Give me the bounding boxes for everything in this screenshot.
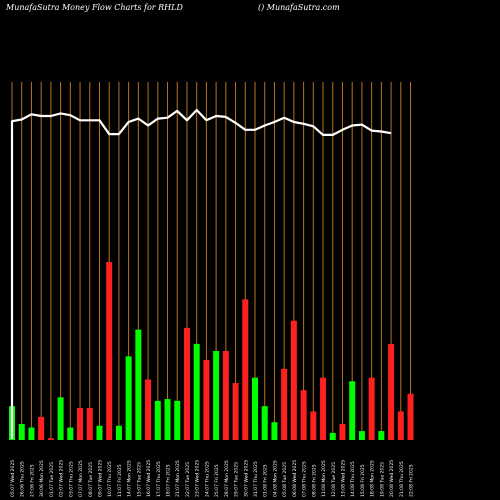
x-tick-label: 27:06 Fri 2025	[29, 464, 35, 497]
bar	[213, 351, 220, 440]
bar	[115, 425, 122, 440]
bar	[174, 400, 181, 440]
bar	[28, 427, 35, 440]
x-tick-label: 21:07 Mon 2025	[175, 460, 181, 497]
bar	[358, 431, 365, 440]
x-tick-label: 08:08 Fri 2025	[311, 464, 317, 497]
x-tick-label: 25:07 Fri 2025	[214, 464, 220, 497]
bar	[96, 425, 103, 440]
bar	[242, 299, 249, 440]
bar	[135, 329, 142, 440]
bar	[183, 327, 190, 440]
x-tick-label: 22:08 Fri 2025	[409, 464, 415, 497]
x-tick-label: 18:07 Fri 2025	[166, 464, 172, 497]
x-tick-label: 31:07 Thu 2025	[253, 461, 259, 497]
x-tick-label: 16:07 Wed 2025	[146, 460, 152, 497]
x-tick-label: 28:07 Mon 2025	[224, 460, 230, 497]
bar	[86, 407, 93, 440]
x-tick-label: 14:08 Thu 2025	[350, 461, 356, 497]
bar	[310, 411, 317, 440]
bar	[125, 356, 132, 440]
x-tick-label: 02:07 Wed 2025	[59, 460, 65, 497]
site-watermark: () MunafaSutra.com	[258, 3, 340, 12]
x-tick-label: 12:08 Tue 2025	[331, 462, 337, 497]
x-tick-label: 29:07 Tue 2025	[234, 462, 240, 497]
price-line	[10, 108, 392, 439]
bar	[339, 423, 346, 440]
x-tick-label: 01:08 Fri 2025	[263, 464, 269, 497]
bar	[67, 427, 74, 440]
bar	[154, 400, 161, 440]
x-tick-label: 07:08 Thu 2025	[302, 461, 308, 497]
bar	[368, 377, 375, 440]
chart-title: MunafaSutra Money Flow Charts for RHLD	[6, 3, 183, 12]
x-tick-label: 17:07 Thu 2025	[156, 461, 162, 497]
bar	[18, 423, 25, 440]
x-tick-label: 15:07 Tue 2025	[136, 462, 142, 497]
x-tick-label: 30:06 Mon 2025	[39, 460, 45, 497]
bar	[261, 406, 268, 440]
x-tick-labels: 05:07 Wed 2025 26:06 Thu 2025 27:06 Fri 20…	[10, 460, 415, 497]
bar	[38, 416, 45, 440]
x-tick-label: 04:08 Mon 2025	[272, 460, 278, 497]
bar	[407, 393, 414, 440]
x-tick-label: 14:07 Mon 2025	[127, 460, 133, 497]
x-tick-label: 06:08 Wed 2025	[292, 460, 298, 497]
x-tick-label: 05:08 Tue 2025	[282, 462, 288, 497]
x-tick-label: 11:07 Fri 2025	[117, 464, 123, 497]
x-tick-label: 30:07 Wed 2025	[243, 460, 249, 497]
bar	[203, 359, 210, 440]
bar	[77, 407, 84, 440]
x-tick-label: 08:07 Tue 2025	[88, 462, 94, 497]
bar	[290, 320, 297, 440]
x-tick-label: 26:06 Thu 2025	[20, 461, 26, 497]
x-tick-label: 11:08 Mon 2025	[321, 460, 327, 497]
x-tick-label: 23:07 Wed 2025	[195, 460, 201, 497]
bar	[145, 379, 152, 440]
x-tick-label: 18:08 Mon 2025	[370, 460, 376, 497]
x-tick-label: 15:08 Fri 2025	[360, 464, 366, 497]
bar	[106, 262, 113, 440]
bar	[271, 422, 278, 440]
bar	[378, 431, 385, 440]
bar	[320, 377, 327, 440]
bars	[9, 262, 414, 440]
bar	[388, 343, 395, 440]
bar	[329, 432, 336, 440]
bar	[164, 399, 171, 440]
x-tick-label: 20:08 Wed 2025	[389, 460, 395, 497]
x-tick-label: 09:07 Wed 2025	[97, 460, 103, 497]
bar	[397, 411, 404, 440]
bar	[349, 381, 356, 440]
x-tick-label: 21:08 Thu 2025	[399, 461, 405, 497]
x-tick-label: 07:07 Mon 2025	[78, 460, 84, 497]
x-tick-label: 10:07 Thu 2025	[107, 461, 113, 497]
x-tick-label: 22:07 Tue 2025	[185, 462, 191, 497]
x-tick-label: 01:07 Tue 2025	[49, 462, 55, 497]
bar	[47, 438, 54, 440]
x-tick-label: 03:07 Thu 2025	[68, 461, 74, 497]
x-tick-label: 19:08 Tue 2025	[379, 462, 385, 497]
bar	[232, 383, 239, 440]
x-tick-label: 24:07 Thu 2025	[204, 461, 210, 497]
bar	[193, 343, 200, 440]
bar	[57, 397, 64, 440]
bar	[300, 390, 307, 440]
price-line-group	[10, 108, 392, 439]
x-tick-label: 13:08 Wed 2025	[340, 460, 346, 497]
bar	[252, 377, 258, 440]
bar	[222, 351, 229, 440]
bar	[281, 368, 288, 440]
x-tick-label: 05:07 Wed 2025	[10, 460, 16, 497]
